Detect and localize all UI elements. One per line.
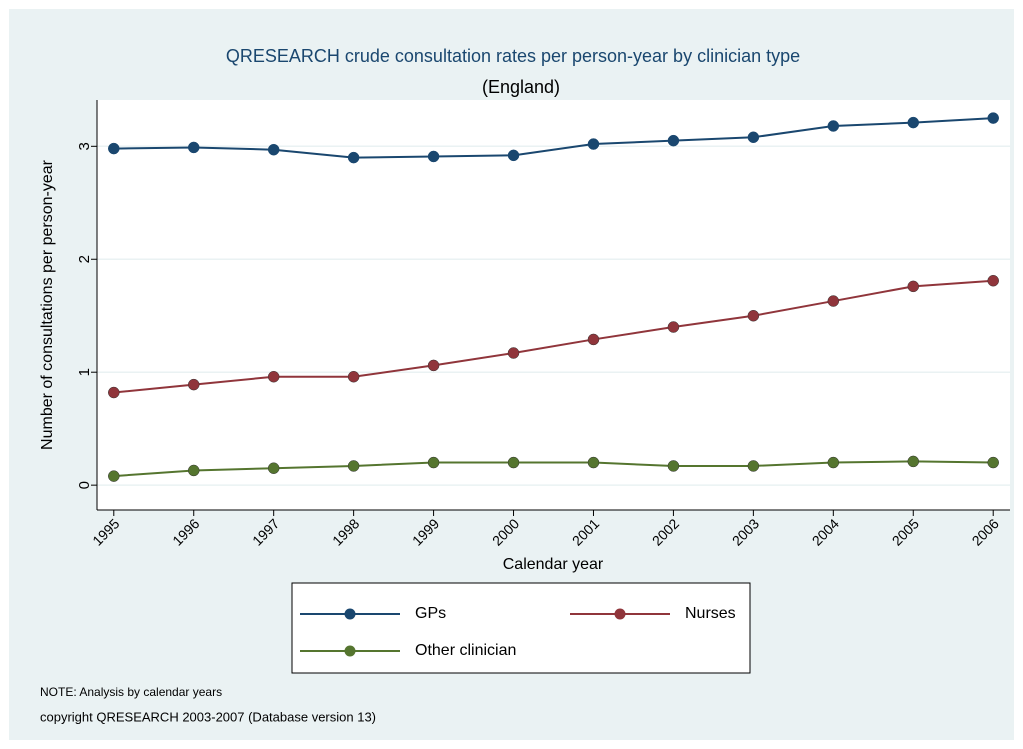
note: NOTE: Analysis by calendar years bbox=[40, 685, 222, 699]
data-point bbox=[587, 456, 600, 469]
data-point bbox=[907, 116, 920, 129]
data-point bbox=[827, 120, 840, 132]
data-point bbox=[747, 131, 760, 144]
note: copyright QRESEARCH 2003-2007 (Database … bbox=[40, 709, 376, 724]
data-point bbox=[667, 321, 680, 333]
y-axis-label: Number of consultations per person-year bbox=[39, 159, 56, 450]
data-point bbox=[747, 309, 760, 322]
y-tick-label: 1 bbox=[76, 368, 93, 376]
legend-marker bbox=[344, 608, 356, 620]
data-point bbox=[427, 359, 440, 372]
plot-area bbox=[97, 100, 1010, 510]
data-point bbox=[187, 378, 200, 391]
data-point bbox=[427, 150, 440, 163]
data-point bbox=[267, 370, 280, 383]
legend-marker bbox=[344, 645, 356, 657]
data-point bbox=[347, 460, 360, 472]
data-point bbox=[907, 455, 920, 468]
legend-label: Other clinician bbox=[415, 642, 516, 659]
series-line bbox=[113, 460, 994, 478]
data-point bbox=[587, 333, 600, 346]
data-point bbox=[667, 460, 680, 472]
legend bbox=[291, 582, 751, 674]
data-point bbox=[347, 151, 360, 164]
data-point bbox=[987, 456, 999, 469]
chart-title: QRESEARCH crude consultation rates per p… bbox=[226, 46, 800, 66]
data-point bbox=[747, 460, 760, 472]
chart-subtitle: (England) bbox=[482, 77, 560, 97]
y-tick-label: 0 bbox=[76, 481, 93, 489]
data-point bbox=[108, 470, 120, 482]
legend-label: Nurses bbox=[685, 605, 736, 622]
y-tick-label: 2 bbox=[76, 255, 93, 263]
series-line bbox=[113, 279, 994, 394]
data-point bbox=[667, 134, 680, 147]
data-point bbox=[187, 141, 200, 154]
data-point bbox=[987, 274, 999, 287]
x-axis-label: Calendar year bbox=[503, 556, 604, 573]
data-point bbox=[507, 149, 520, 162]
legend-marker bbox=[614, 608, 626, 620]
legend-label: GPs bbox=[415, 605, 446, 622]
y-tick-label: 3 bbox=[76, 142, 93, 150]
data-point bbox=[267, 143, 280, 156]
data-point bbox=[507, 456, 520, 469]
data-point bbox=[187, 464, 200, 477]
data-point bbox=[108, 142, 120, 155]
data-point bbox=[827, 456, 840, 469]
data-point bbox=[108, 386, 120, 399]
data-point bbox=[827, 295, 840, 307]
series-line bbox=[113, 117, 994, 159]
data-point bbox=[427, 456, 440, 469]
data-point bbox=[907, 280, 920, 293]
data-point bbox=[267, 462, 280, 474]
data-point bbox=[587, 138, 600, 150]
data-point bbox=[507, 347, 520, 359]
data-point bbox=[347, 370, 360, 383]
data-point bbox=[987, 112, 999, 124]
